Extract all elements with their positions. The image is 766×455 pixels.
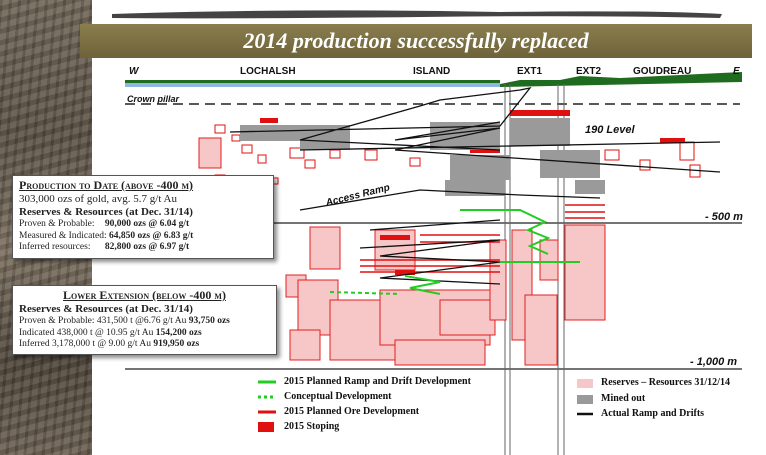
legend-planned-ramp: 2015 Planned Ramp and Drift Development xyxy=(284,376,471,387)
zone-label-lochalsh: LOCHALSH xyxy=(240,66,296,77)
legend-actual-ramp: Actual Ramp and Drifts xyxy=(601,408,705,419)
legend-reserves-symbol xyxy=(577,379,593,388)
lower-pp-ozs: 93,750 ozs xyxy=(188,316,230,326)
lower-pp-text: Proven & Probable: 431,500 t @6.76 g/t A… xyxy=(19,316,187,326)
lower-inf-text: Inferred 3,178,000 t @ 9.00 g/t Au xyxy=(19,339,151,349)
mi-label: Measured & Indicated: xyxy=(19,230,107,241)
upper-ore-outlines xyxy=(214,124,701,185)
legend-mined-out: Mined out xyxy=(601,393,646,404)
lower-inf-ozs: 919,950 ozs xyxy=(153,339,200,349)
zone-label-ext1: EXT1 xyxy=(517,66,543,77)
lower-extension-box: Lower Extension (below -400 m) Reserves … xyxy=(12,285,277,355)
legend-conceptual: Conceptual Development xyxy=(284,391,392,402)
pp-label: Proven & Probable: xyxy=(19,219,95,229)
legend-reserves: Reserves – Resources 31/12/14 xyxy=(601,377,730,388)
surface-green xyxy=(125,80,500,83)
zone-label-ext2: EXT2 xyxy=(576,66,602,77)
zone-label-goudreau: GOUDREAU xyxy=(633,66,692,77)
legend-mined-out-symbol xyxy=(577,395,593,404)
inf-label: Inferred resources: xyxy=(19,242,91,252)
legend-stoping: 2015 Stoping xyxy=(284,421,340,432)
reserves-blocks xyxy=(198,137,606,366)
planned-ramp-green xyxy=(404,209,580,295)
production-subheading: Reserves & Resources (at Dec. 31/14) xyxy=(19,206,193,218)
lower-heading: Lower Extension (below -400 m) xyxy=(63,288,226,302)
mi-row: Measured & Indicated: 64,850 ozs @ 6.83 … xyxy=(19,231,267,243)
title-banner: 2014 production successfully replaced xyxy=(80,24,752,58)
lower-subheading: Reserves & Resources (at Dec. 31/14) xyxy=(19,303,193,315)
lower-pp-row: Proven & Probable: 431,500 t @6.76 g/t A… xyxy=(19,316,270,328)
top-brush-stroke xyxy=(112,10,722,19)
east-label: E xyxy=(733,66,740,77)
inf-row: Inferred resources: 82,800 ozs @ 6.97 g/… xyxy=(19,242,267,254)
lower-ind-ozs: 154,200 ozs xyxy=(155,327,202,338)
pp-row: Proven & Probable: 90,000 ozs @ 6.04 g/t xyxy=(19,219,267,231)
zone-label-island: ISLAND xyxy=(413,66,451,77)
lower-ind-row: Indicated 438,000 t @ 10.95 g/t Au 154,2… xyxy=(19,328,270,340)
production-to-date-box: Production to Date (above -400 m) 303,00… xyxy=(12,175,274,259)
production-line: 303,000 ozs of gold, avg. 5.7 g/t Au xyxy=(19,193,177,205)
inf-value: 82,800 ozs @ 6.97 g/t xyxy=(104,242,190,252)
production-heading: Production to Date (above -400 m) xyxy=(19,178,194,192)
west-label: W xyxy=(129,66,139,77)
pp-value: 90,000 ozs @ 6.04 g/t xyxy=(104,219,190,229)
legend-stoping-symbol xyxy=(258,422,274,432)
lower-inf-row: Inferred 3,178,000 t @ 9.00 g/t Au 919,9… xyxy=(19,339,270,351)
surface-hill xyxy=(500,72,742,87)
depth-1000-label: - 1,000 m xyxy=(690,356,738,368)
mined-out-areas xyxy=(240,118,605,196)
level-190-label: 190 Level xyxy=(585,124,635,136)
conceptual-development-line xyxy=(329,291,401,295)
actual-ramps xyxy=(229,87,721,285)
depth-500-label: - 500 m xyxy=(705,211,743,223)
legend-planned-ore: 2015 Planned Ore Development xyxy=(284,406,420,417)
crown-pillar-label: Crown pillar xyxy=(127,94,180,104)
lower-ind-text: Indicated 438,000 t @ 10.95 g/t Au xyxy=(19,327,154,338)
mi-value: 64,850 ozs @ 6.83 g/t xyxy=(108,230,194,241)
